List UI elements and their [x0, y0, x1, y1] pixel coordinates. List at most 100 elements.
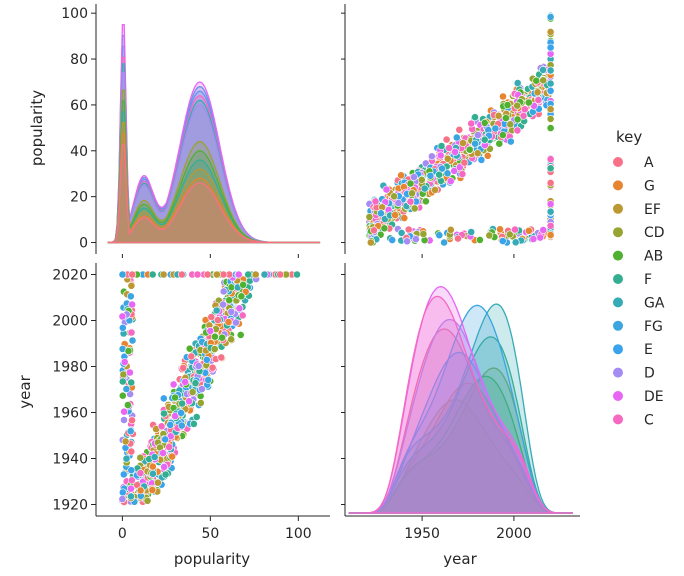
scatter-point	[192, 413, 201, 421]
scatter-point	[120, 407, 128, 416]
scatter-point	[546, 124, 555, 133]
scatter-point	[406, 197, 415, 206]
scatter-point	[534, 96, 543, 104]
scatter-point	[427, 152, 436, 161]
x-tick-label: 100	[285, 526, 312, 542]
scatter-point	[546, 207, 555, 216]
x-axis-label-popularity: popularity	[174, 550, 250, 568]
scatter-point	[440, 238, 448, 247]
scatter-point	[494, 111, 503, 120]
legend-label-C: C	[644, 412, 654, 428]
scatter-point	[126, 292, 135, 301]
scatter-point	[194, 362, 203, 370]
scatter-point	[157, 422, 166, 431]
scatter-point	[546, 27, 555, 36]
scatter-point	[127, 476, 136, 485]
scatter-point	[239, 280, 247, 289]
scatter-point	[431, 185, 439, 194]
scatter-point	[408, 189, 416, 198]
legend-marker-CD	[613, 227, 623, 238]
scatter-point	[118, 488, 127, 497]
scatter-point	[533, 88, 542, 97]
scatter-point	[529, 235, 538, 243]
scatter-point	[437, 142, 446, 150]
y-tick-label: 100	[61, 6, 88, 22]
legend-marker-A	[613, 157, 623, 167]
legend-marker-DE	[613, 391, 623, 401]
scatter-point	[203, 270, 212, 279]
scatter-point	[513, 126, 522, 135]
scatter-point	[524, 226, 533, 235]
scatter-point	[454, 234, 462, 243]
scatter-point	[185, 397, 194, 406]
legend-marker-D	[613, 367, 623, 378]
scatter-point	[189, 419, 198, 428]
scatter-point	[511, 225, 519, 234]
y-tick-label: 2000	[52, 314, 88, 330]
scatter-point	[120, 416, 128, 424]
legend-label-EF: EF	[644, 202, 661, 218]
legend-label-AB: AB	[644, 249, 663, 265]
x-tick-label: 0	[118, 526, 127, 542]
scatter-point	[501, 114, 510, 122]
scatter-point	[177, 421, 186, 430]
panel-popularity-vs-year-scatter: 1920 1940 1960 1980 2000 2020 0 50 100	[52, 263, 330, 542]
scatter-point	[207, 313, 216, 321]
y-tick-label: 80	[70, 52, 88, 68]
scatter-point	[169, 380, 178, 389]
scatter-point	[480, 135, 489, 144]
scatter-point	[410, 204, 419, 213]
scatter-point	[260, 270, 269, 279]
scatter-point	[397, 171, 405, 180]
scatter-point	[126, 484, 135, 493]
scatter-point	[236, 330, 245, 339]
legend-title: key	[616, 128, 642, 146]
y-tick-label: 1960	[52, 406, 88, 422]
scatter-point	[409, 173, 418, 181]
scatter-point	[126, 427, 135, 436]
scatter-point	[143, 496, 152, 505]
scatter-point	[161, 435, 170, 444]
scatter-point	[451, 147, 459, 156]
kde-year-E	[348, 351, 573, 514]
scatter-point	[496, 225, 504, 234]
scatter-point	[118, 323, 127, 332]
scatter-point	[197, 385, 206, 393]
scatter-point	[546, 200, 555, 208]
scatter-point	[119, 470, 128, 479]
legend-label-GA: GA	[644, 295, 665, 311]
scatter-point	[539, 76, 548, 85]
scatter-point	[443, 169, 452, 178]
scatter-point	[210, 345, 219, 353]
scatter-point	[546, 221, 555, 230]
scatter-point	[148, 462, 157, 471]
scatter-point	[181, 377, 189, 386]
scatter-point	[225, 296, 234, 305]
x-tick-label: 1950	[404, 526, 440, 542]
scatter-point	[473, 149, 482, 158]
scatter-point	[191, 379, 200, 388]
scatter-point	[177, 270, 186, 279]
scatter-point	[539, 226, 548, 234]
scatter-point	[160, 409, 168, 418]
scatter-point	[404, 225, 413, 234]
legend-marker-EF	[613, 203, 623, 214]
x-tick-label: 2000	[496, 526, 532, 542]
scatter-point	[188, 388, 197, 396]
scatter-point	[473, 131, 482, 139]
scatter-point	[520, 105, 529, 114]
scatter-point	[436, 151, 445, 160]
scatter-point	[403, 237, 411, 246]
x-tick-label: 50	[201, 526, 219, 542]
scatter-point	[166, 420, 175, 429]
scatter-point	[128, 336, 137, 345]
y-tick-label: 20	[70, 190, 88, 206]
scatter-point	[442, 135, 451, 144]
scatter-point	[498, 131, 507, 139]
scatter-point	[159, 449, 167, 457]
scatter-point	[224, 318, 233, 326]
y-tick-label: 1980	[52, 360, 88, 376]
scatter-point	[161, 470, 170, 479]
scatter-point	[394, 199, 403, 207]
y-axis-label-popularity: popularity	[28, 90, 46, 166]
